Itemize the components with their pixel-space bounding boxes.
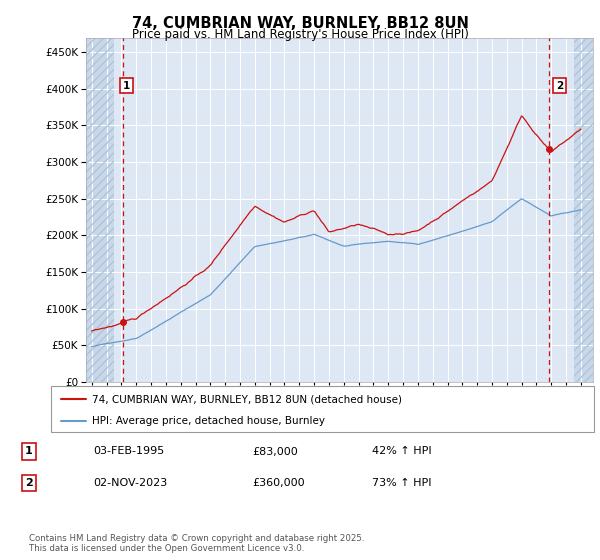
Text: Contains HM Land Registry data © Crown copyright and database right 2025.
This d: Contains HM Land Registry data © Crown c…: [29, 534, 364, 553]
Text: 73% ↑ HPI: 73% ↑ HPI: [372, 478, 431, 488]
Text: HPI: Average price, detached house, Burnley: HPI: Average price, detached house, Burn…: [92, 416, 325, 426]
Bar: [86, 38, 114, 382]
Text: 1: 1: [122, 81, 130, 91]
Text: 74, CUMBRIAN WAY, BURNLEY, BB12 8UN (detached house): 74, CUMBRIAN WAY, BURNLEY, BB12 8UN (det…: [92, 394, 402, 404]
Text: 74, CUMBRIAN WAY, BURNLEY, BB12 8UN: 74, CUMBRIAN WAY, BURNLEY, BB12 8UN: [131, 16, 469, 31]
Text: £83,000: £83,000: [252, 446, 298, 456]
Text: £360,000: £360,000: [252, 478, 305, 488]
Bar: [574, 38, 593, 382]
Text: 1: 1: [25, 446, 32, 456]
Text: 02-NOV-2023: 02-NOV-2023: [93, 478, 167, 488]
FancyBboxPatch shape: [51, 386, 594, 432]
Text: 42% ↑ HPI: 42% ↑ HPI: [372, 446, 431, 456]
Bar: [86, 38, 114, 382]
Text: 2: 2: [25, 478, 32, 488]
Text: 03-FEB-1995: 03-FEB-1995: [93, 446, 164, 456]
Text: 2: 2: [556, 81, 563, 91]
Text: Price paid vs. HM Land Registry's House Price Index (HPI): Price paid vs. HM Land Registry's House …: [131, 28, 469, 41]
Bar: [574, 38, 593, 382]
